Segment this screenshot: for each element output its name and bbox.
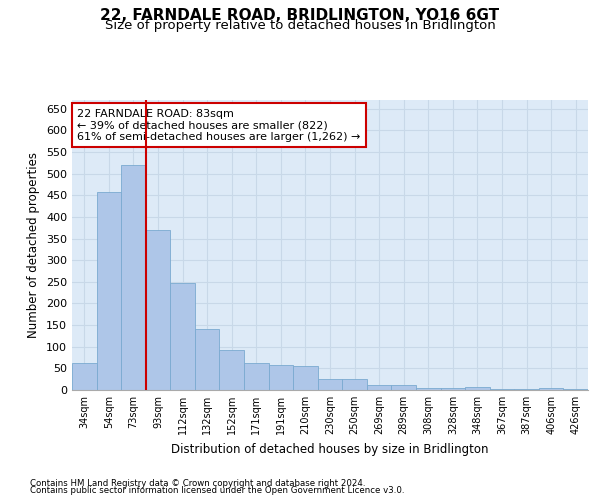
Text: Contains public sector information licensed under the Open Government Licence v3: Contains public sector information licen… <box>30 486 404 495</box>
Bar <box>97 192 121 390</box>
Bar <box>440 388 465 390</box>
Bar <box>72 363 97 390</box>
Bar <box>514 389 539 390</box>
Bar <box>220 350 244 390</box>
Bar <box>490 388 514 390</box>
Bar <box>146 230 170 390</box>
Text: Contains HM Land Registry data © Crown copyright and database right 2024.: Contains HM Land Registry data © Crown c… <box>30 478 365 488</box>
Bar <box>342 378 367 390</box>
Bar <box>563 389 588 390</box>
Bar <box>293 366 318 390</box>
Y-axis label: Number of detached properties: Number of detached properties <box>28 152 40 338</box>
Bar <box>391 385 416 390</box>
Bar <box>170 282 195 390</box>
Bar <box>121 165 146 390</box>
Text: 22 FARNDALE ROAD: 83sqm
← 39% of detached houses are smaller (822)
61% of semi-d: 22 FARNDALE ROAD: 83sqm ← 39% of detache… <box>77 108 361 142</box>
Bar <box>539 388 563 390</box>
Bar <box>367 385 391 390</box>
Bar <box>195 330 220 390</box>
Text: 22, FARNDALE ROAD, BRIDLINGTON, YO16 6GT: 22, FARNDALE ROAD, BRIDLINGTON, YO16 6GT <box>100 8 500 22</box>
X-axis label: Distribution of detached houses by size in Bridlington: Distribution of detached houses by size … <box>171 442 489 456</box>
Bar <box>465 386 490 390</box>
Bar <box>269 366 293 390</box>
Text: Size of property relative to detached houses in Bridlington: Size of property relative to detached ho… <box>104 18 496 32</box>
Bar <box>416 388 440 390</box>
Bar <box>318 378 342 390</box>
Bar <box>244 363 269 390</box>
